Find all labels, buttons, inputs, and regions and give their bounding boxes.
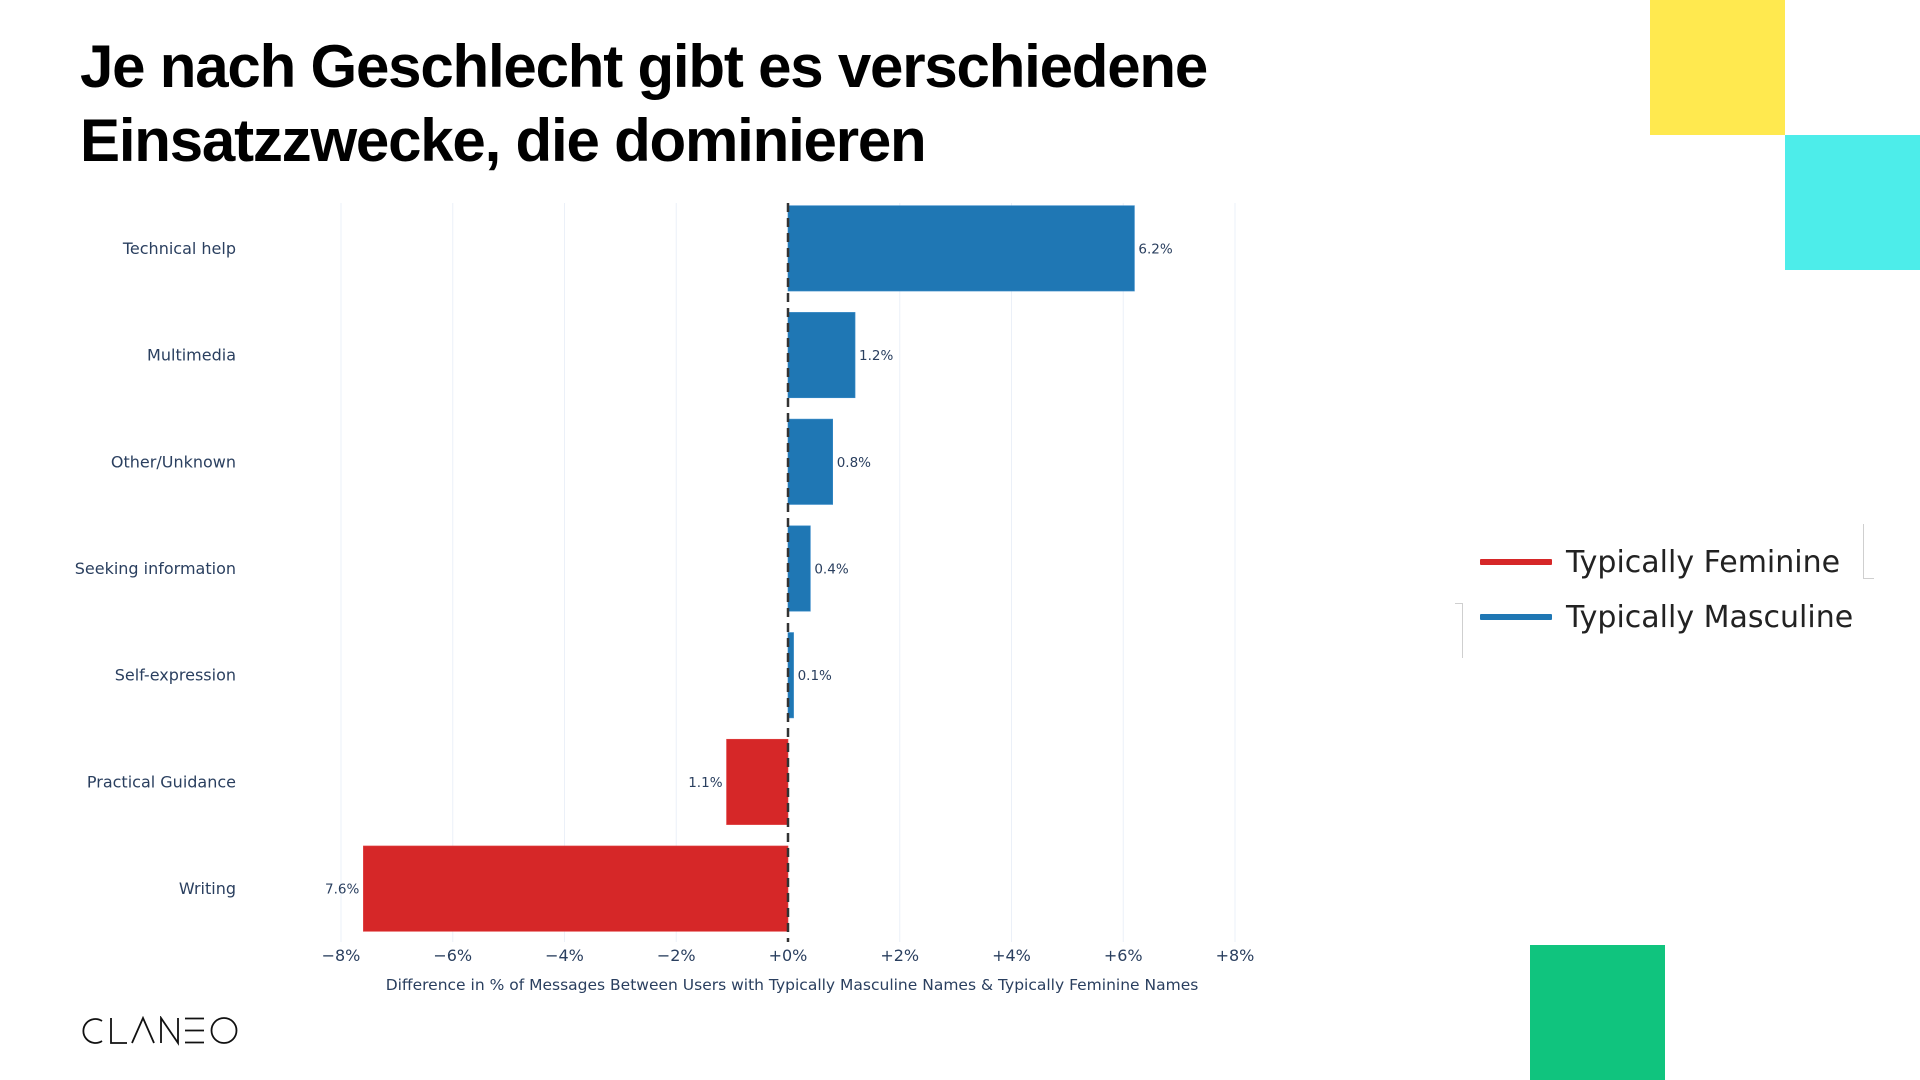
bar-technical-help <box>787 205 1135 292</box>
x-tick-label: +8% <box>1216 946 1255 965</box>
logo-letter-l <box>110 1018 127 1044</box>
legend-item-masculine[interactable]: Typically Masculine <box>1480 597 1853 637</box>
decor-green-square <box>1530 945 1665 1080</box>
value-label: 1.1% <box>688 775 722 791</box>
x-tick-label: −6% <box>433 946 472 965</box>
category-label: Multimedia <box>147 346 236 365</box>
bar-writing <box>363 845 789 932</box>
x-tick-label: −4% <box>545 946 584 965</box>
bar-seeking-information <box>787 525 811 612</box>
x-tick-label: +0% <box>769 946 808 965</box>
legend-swatch-feminine <box>1480 559 1552 565</box>
legend-bracket-left <box>1455 603 1463 658</box>
value-label: 0.8% <box>837 455 871 471</box>
category-label: Seeking information <box>75 559 236 578</box>
bar-practical-guidance <box>726 738 789 825</box>
logo-letter-a <box>131 1016 155 1044</box>
category-labels: Technical help Multimedia Other/Unknown See… <box>75 239 236 898</box>
logo-letter-e <box>185 1017 204 1044</box>
value-label: 7.6% <box>325 882 359 898</box>
value-labels: 6.2% 1.2% 0.8% 0.4% 0.1% 1.1% 7.6% <box>325 241 1173 897</box>
decor-cyan-square <box>1785 135 1920 270</box>
bar-other-unknown <box>787 418 834 505</box>
legend-bracket-right <box>1863 524 1874 579</box>
category-label: Practical Guidance <box>87 772 236 791</box>
grid-lines <box>340 203 1236 942</box>
claneo-logo: CLANEO <box>82 1016 238 1046</box>
category-label: Self-expression <box>115 666 236 685</box>
bars <box>363 205 1135 932</box>
logo-letter-n <box>160 1016 179 1046</box>
legend-label-masculine: Typically Masculine <box>1566 599 1854 635</box>
x-axis-title: Difference in % of Messages Between User… <box>386 976 1199 994</box>
value-label: 0.1% <box>798 668 832 684</box>
category-label: Technical help <box>122 239 236 258</box>
bar-multimedia <box>787 312 856 399</box>
value-label: 1.2% <box>859 348 893 364</box>
value-label: 0.4% <box>814 562 848 578</box>
slide-title-line-1: Je nach Geschlecht gibt es verschiedene <box>80 33 1208 100</box>
legend-swatch-masculine <box>1480 614 1552 620</box>
slide-title: Je nach Geschlecht gibt es verschiedene … <box>80 30 1380 178</box>
logo-letter-o <box>210 1017 238 1044</box>
decor-yellow-square <box>1650 0 1785 135</box>
legend-item-feminine[interactable]: Typically Feminine <box>1480 542 1840 582</box>
value-label: 6.2% <box>1138 241 1172 257</box>
x-tick-label: +2% <box>880 946 919 965</box>
x-tick-label: +6% <box>1104 946 1143 965</box>
x-tick-label: −2% <box>657 946 696 965</box>
category-label: Writing <box>179 879 236 898</box>
legend-label-feminine: Typically Feminine <box>1566 544 1841 580</box>
x-tick-label: +4% <box>992 946 1031 965</box>
slide-title-line-2: Einsatzzwecke, die dominieren <box>80 107 927 174</box>
logo-letter-c <box>82 1018 103 1044</box>
category-label: Other/Unknown <box>111 452 236 471</box>
x-tick-label: −8% <box>322 946 361 965</box>
x-tick-labels: −8% −6% −4% −2% +0% +2% +4% +6% +8% <box>322 946 1255 965</box>
legend: Typically Feminine Typically Masculine <box>1455 520 1885 660</box>
